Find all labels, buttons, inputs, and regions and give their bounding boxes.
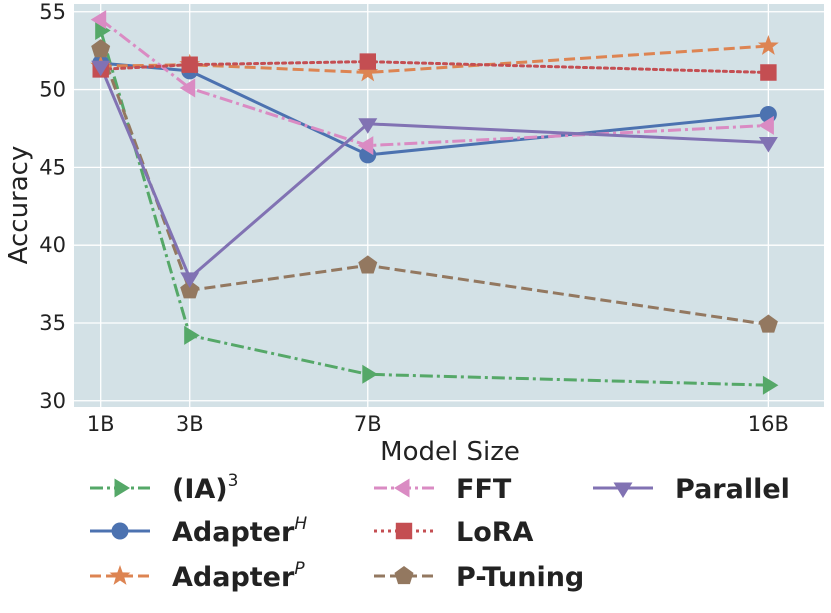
- data-point-lora: [181, 56, 198, 73]
- legend-marker: [395, 522, 413, 540]
- legend-entry-adapter-p: AdapterP: [90, 559, 305, 593]
- data-point-p-tuning: [758, 314, 778, 333]
- x-axis-ticks: 1B 3B 7B 16B: [87, 412, 789, 436]
- legend-marker: [114, 478, 130, 498]
- legend-label: AdapterP: [172, 559, 305, 593]
- series-lines: [99, 18, 770, 387]
- legend-label: AdapterH: [172, 514, 307, 548]
- legend: (IA)3 AdapterH AdapterP FFT LoRA P-Tuning Para…: [90, 471, 790, 593]
- series-line-fft: [99, 18, 769, 148]
- y-axis-ticks: 30 35 40 45 50 55: [39, 0, 66, 413]
- series-line-parallel: [99, 65, 769, 281]
- y-tick-label: 40: [39, 233, 66, 257]
- x-axis-label: Model Size: [380, 437, 520, 467]
- data-point-adapter-p: [357, 61, 379, 82]
- data-point-lora: [359, 53, 376, 70]
- data-point-p-tuning: [180, 280, 200, 299]
- legend-label: LoRA: [456, 517, 534, 548]
- legend-label: P-Tuning: [456, 562, 584, 593]
- legend-entry-fft: FFT: [374, 474, 512, 505]
- data-point-fft: [357, 136, 374, 156]
- series-line-ia-3: [99, 30, 769, 387]
- legend-marker: [613, 482, 633, 498]
- y-axis-label: Accuracy: [4, 146, 34, 265]
- data-point-parallel: [91, 60, 111, 77]
- legend-entry-adapter-h: AdapterH: [90, 514, 307, 548]
- legend-label: (IA)3: [172, 471, 238, 505]
- y-tick-label: 35: [39, 311, 66, 335]
- legend-marker: [111, 522, 129, 540]
- legend-entry-p-tuning: P-Tuning: [374, 562, 584, 593]
- data-point-fft: [90, 10, 107, 30]
- legend-entry-ia-3: (IA)3: [90, 471, 238, 505]
- series-line-lora: [99, 60, 770, 74]
- data-point-fft: [179, 78, 196, 98]
- data-point-ia-3: [184, 325, 200, 345]
- data-point-p-tuning: [358, 255, 378, 274]
- data-point-parallel: [180, 272, 200, 288]
- data-point-fft: [758, 115, 774, 135]
- data-point-lora: [760, 64, 777, 81]
- data-point-ia-3: [362, 364, 378, 384]
- data-point-ia-3: [95, 21, 111, 40]
- legend-marker: [394, 566, 414, 585]
- legend-label: Parallel: [675, 474, 790, 505]
- legend-label: FFT: [456, 474, 512, 505]
- y-tick-label: 50: [39, 78, 66, 102]
- x-tick-label: 3B: [176, 412, 204, 436]
- y-tick-label: 55: [39, 0, 66, 24]
- data-point-ia-3: [762, 375, 779, 395]
- y-tick-label: 45: [39, 155, 66, 179]
- x-tick-label: 1B: [87, 412, 115, 436]
- x-tick-label: 7B: [354, 412, 382, 436]
- data-point-p-tuning: [91, 39, 111, 58]
- legend-marker: [109, 565, 131, 585]
- data-point-parallel: [358, 118, 378, 134]
- legend-entry-parallel: Parallel: [593, 474, 790, 505]
- legend-entry-lora: LoRA: [374, 517, 534, 548]
- y-tick-label: 30: [39, 389, 66, 413]
- x-tick-label: 16B: [748, 412, 789, 436]
- legend-marker: [394, 478, 410, 498]
- series-line-adapter-p: [100, 44, 769, 75]
- series-markers: [90, 10, 779, 395]
- data-point-parallel: [758, 137, 778, 153]
- data-point-adapter-p: [757, 35, 779, 55]
